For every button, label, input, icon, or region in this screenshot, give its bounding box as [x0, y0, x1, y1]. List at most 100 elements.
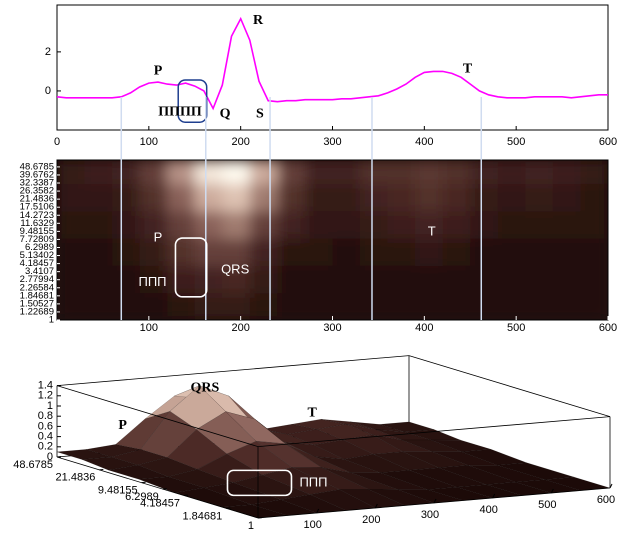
x-tick-label: 300 [421, 509, 439, 521]
heatmap-cell [249, 210, 278, 239]
heatmap-cell [580, 292, 608, 320]
y-tick-label: 1.84681 [20, 290, 54, 301]
y-tick-label: 7.72809 [20, 234, 54, 245]
heatmap-cell [360, 210, 389, 239]
y-tick-label: 5.13402 [20, 250, 54, 261]
heatmap-cell [332, 292, 361, 320]
box-edge [408, 355, 611, 417]
heatmap-cell [497, 238, 526, 266]
heatmap-cell [415, 292, 444, 320]
heatmap-cell [194, 210, 223, 239]
x-tick-label: 100 [140, 322, 158, 334]
heatmap-cell [360, 183, 389, 212]
annotation: T [463, 62, 473, 77]
heatmap-cell [497, 160, 526, 184]
heatmap-cell [194, 238, 223, 266]
heatmap-cell [84, 292, 113, 320]
heatmap-cell [304, 183, 333, 212]
heatmap-cell [139, 292, 168, 320]
heatmap-cell [277, 210, 306, 239]
plot-area [56, 4, 609, 131]
heatmap-cell [470, 292, 499, 320]
heatmap-cell [387, 160, 416, 184]
heatmap-cell [222, 160, 251, 184]
z-tick-label: 0 [47, 451, 53, 463]
z-tick-label: 0.2 [38, 441, 53, 453]
box-edge [56, 355, 410, 386]
annotation: S [256, 107, 264, 122]
heatmap-cell [277, 238, 306, 266]
heatmap-cell [360, 238, 389, 266]
heatmap-cell [167, 210, 196, 239]
annotation: QRS [221, 262, 250, 277]
heatmap-cell [84, 210, 113, 239]
heatmap-cell [57, 265, 86, 294]
heatmap-cell [387, 183, 416, 212]
x-tick-label: 100 [140, 136, 158, 148]
heatmap-cell [304, 265, 333, 294]
heatmap-cell [277, 292, 306, 320]
y-tick-label: 2 [45, 46, 51, 58]
heatmap [57, 160, 608, 320]
z-tick-label: 1 [47, 400, 53, 412]
heatmap-cell [580, 238, 608, 266]
x-tick-label: 500 [538, 499, 556, 511]
heatmap-cell [415, 160, 444, 184]
heatmap-cell [139, 183, 168, 212]
x-tick-label: 200 [362, 514, 380, 526]
heatmap-cell [222, 210, 251, 239]
y-tick-label: 9.48155 [20, 226, 54, 237]
heatmap-cell [139, 160, 168, 184]
z-tick-label: 0.8 [38, 410, 53, 422]
heatmap-cell [580, 210, 608, 239]
x-tick [492, 493, 496, 499]
y-tick-label: 1.84681 [182, 510, 222, 522]
heatmap-cell [442, 238, 471, 266]
x-tick-label: 400 [479, 504, 497, 516]
heatmap-cell [442, 183, 471, 212]
heatmap-cell [470, 183, 499, 212]
heatmap-cell [525, 160, 554, 184]
heatmap-cell [360, 160, 389, 184]
y-tick-label: 26.3582 [20, 186, 54, 197]
x-tick-label: 400 [415, 136, 433, 148]
heatmap-cell [580, 183, 608, 212]
heatmap-cell [222, 292, 251, 320]
heatmap-cell [167, 238, 196, 266]
heatmap-cell [470, 238, 499, 266]
heatmap-cell [525, 183, 554, 212]
heatmap-cell [112, 265, 141, 294]
box-edge [56, 385, 259, 447]
x-tick-label: 500 [507, 322, 525, 334]
x-tick-label: 500 [507, 136, 525, 148]
y-tick-label: 2.26584 [20, 282, 54, 293]
heatmap-cell [277, 160, 306, 184]
heatmap-cell [580, 265, 608, 294]
heatmap-cell [552, 238, 581, 266]
y-tick-label: 48.6785 [13, 459, 53, 471]
heatmap-cell [442, 292, 471, 320]
z-tick-label: 1.2 [38, 390, 53, 402]
heatmap-cell [360, 265, 389, 294]
heatmap-cell [552, 183, 581, 212]
heatmap-cell [84, 238, 113, 266]
x-tick [609, 483, 613, 489]
heatmap-cell [525, 292, 554, 320]
heatmap-cell [222, 183, 251, 212]
heatmap-cell [139, 238, 168, 266]
heatmap-cell [249, 292, 278, 320]
heatmap-cell [112, 238, 141, 266]
annotation: P [154, 64, 163, 79]
heatmap-clip [57, 160, 608, 320]
annotation: P [154, 229, 163, 244]
x-tick-label: 100 [303, 519, 321, 531]
heatmap-cell [415, 265, 444, 294]
heatmap-cell [139, 210, 168, 239]
annotation: Q [220, 107, 231, 122]
y-tick-label: 1.22689 [20, 306, 54, 317]
x-tick [550, 488, 554, 494]
heatmap-cell [415, 238, 444, 266]
heatmap-cell [304, 238, 333, 266]
heatmap-cell [249, 238, 278, 266]
